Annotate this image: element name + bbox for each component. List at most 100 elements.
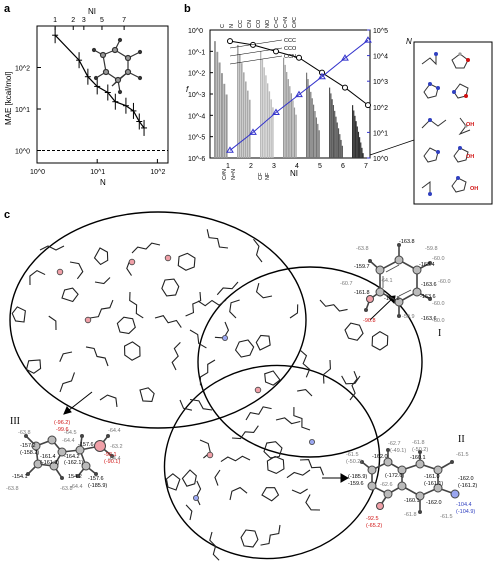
panel-b-inset-oh-2: OH <box>466 154 474 160</box>
mol-I-val-6: -161.8 <box>354 290 370 296</box>
c-small-molecule <box>344 322 364 341</box>
mol-I-val-11: -60.0 <box>438 279 451 285</box>
b-bar <box>286 71 288 158</box>
b-right-tick-label: 10^5 <box>373 28 388 35</box>
c-small-molecule <box>275 417 301 425</box>
b-bar <box>225 94 228 158</box>
b-circle-line <box>229 40 369 106</box>
panel-a-x-ticks: 10^0 10^1 10^2 <box>30 159 165 176</box>
c-nitrogen-atom <box>192 494 199 501</box>
c-small-molecule <box>185 504 193 521</box>
b-bar <box>214 41 216 158</box>
venn-ellipse-right <box>197 266 423 458</box>
mol-III-val-8: -63.8 <box>60 486 73 492</box>
b-top-annotation: C=N <box>283 17 289 28</box>
mol-II-val-6: -159.6 <box>348 481 364 487</box>
b-bar <box>241 63 243 158</box>
a-top-tick-label: 1 <box>53 17 57 24</box>
mol-II-val-19: -104.4 <box>456 502 472 508</box>
c-small-molecule <box>341 375 361 385</box>
mol-III-val-23: -99.6 <box>56 427 69 433</box>
c-small-molecule <box>255 283 273 299</box>
panel-a-ylabel: MAE [kcal/mol] <box>4 72 13 125</box>
c-small-molecule <box>291 488 308 495</box>
c-oxygen-atom <box>206 451 214 459</box>
c-small-molecule <box>263 441 283 459</box>
c-small-molecule <box>197 299 227 307</box>
mol-III-val-22: (-96.2) <box>54 420 70 426</box>
c-small-molecule <box>289 304 299 319</box>
mol-II-val-3: (-50.2) <box>346 459 362 465</box>
mol-I-val-3: -159.7 <box>354 264 370 270</box>
mol-II-val-16: (-161.2) <box>458 483 477 489</box>
c-small-molecule <box>94 277 111 285</box>
b-circle-marker <box>365 102 371 109</box>
c-small-molecule <box>85 346 109 367</box>
b-bar <box>314 111 316 158</box>
b-bar <box>270 99 272 158</box>
b-bar <box>336 122 338 158</box>
b-bar <box>307 79 309 158</box>
b-bar <box>339 134 341 158</box>
c-small-molecule <box>99 394 118 408</box>
c-nitrogen-atom <box>221 334 228 341</box>
b-bar <box>265 75 267 158</box>
c-small-molecule <box>293 407 311 431</box>
b-bar <box>360 142 362 158</box>
b-left-tick-label: 10^-2 <box>188 71 205 78</box>
b-right-tick-label: 10^0 <box>373 156 388 163</box>
molecule-II-atoms <box>360 448 460 514</box>
b-top-annotation: CCC <box>284 38 296 44</box>
b-bar <box>245 81 247 158</box>
b-annotation-leader <box>229 55 283 65</box>
b-bar <box>260 51 262 159</box>
c-small-molecule <box>231 425 259 440</box>
b-triangle-marker <box>272 108 280 115</box>
b-bar <box>239 54 241 159</box>
mol-III-val-17: -64.4 <box>108 428 121 434</box>
panel-b-right-ticks: 10^5 10^4 10^3 10^2 10^1 10^0 <box>367 28 388 163</box>
c-small-molecule <box>11 306 26 323</box>
c-small-molecule <box>139 387 155 403</box>
panel-b-x-ticks: 1 2 3 4 5 6 7 <box>226 163 368 170</box>
b-bar <box>290 93 292 158</box>
b-bar <box>293 107 296 158</box>
panel-b-xlabel: NI <box>290 169 298 178</box>
b-bar <box>237 44 239 158</box>
mol-III-val-16: -63.2 <box>110 444 123 450</box>
mol-II-val-8: -62.6 <box>380 482 393 488</box>
molecule-III-values: -63.8 -157.2 (-158.2) -161.4 (-161.8) -1… <box>6 420 123 492</box>
mol-III-val-20: (-185.9) <box>88 483 107 489</box>
mol-III-val-10: -157.6 <box>78 442 94 448</box>
molecule-I-label: I <box>438 328 441 339</box>
a-y-tick-label: 10^2 <box>15 66 30 73</box>
a-y-tick-label: 10^1 <box>15 107 30 114</box>
b-bar <box>216 51 219 159</box>
panel-c-molecule-cloud <box>11 229 389 561</box>
c-small-molecule <box>199 359 216 386</box>
mol-III-val-14: -92.1 <box>104 452 117 458</box>
b-bar <box>332 105 335 158</box>
mol-I-val-1: -59.8 <box>425 246 438 252</box>
b-circle-marker <box>296 54 302 61</box>
b-left-tick-label: 10^-4 <box>188 113 205 120</box>
c-small-molecule <box>297 389 313 397</box>
c-oxygen-atom <box>128 258 136 266</box>
mol-II-val-18: -162.0 <box>426 500 442 506</box>
mol-II-val-20: (-104.9) <box>456 509 475 515</box>
b-triangle-marker <box>295 90 303 98</box>
mol-III-val-18: -64.4 <box>108 456 121 462</box>
a-x-tick-label: 10^1 <box>90 169 105 176</box>
panel-b-ylabel-right: N <box>406 37 412 46</box>
b-bar <box>340 139 342 158</box>
panel-b-chart: 10^010^-110^-210^-310^-410^-510^-6 10^51… <box>186 17 493 205</box>
b-bar <box>311 98 313 158</box>
mol-II-val-12: -161.0 <box>424 474 440 480</box>
b-top-annotation: CCO <box>284 46 297 52</box>
c-small-molecule <box>195 480 202 506</box>
c-small-molecule <box>260 524 281 546</box>
mol-I-val-12: -163.6 <box>420 294 436 300</box>
mol-II-val-13: (-161.1) <box>424 481 443 487</box>
mol-II-val-5: (-185.9) <box>348 474 367 480</box>
b-top-annotation: N <box>229 24 235 28</box>
